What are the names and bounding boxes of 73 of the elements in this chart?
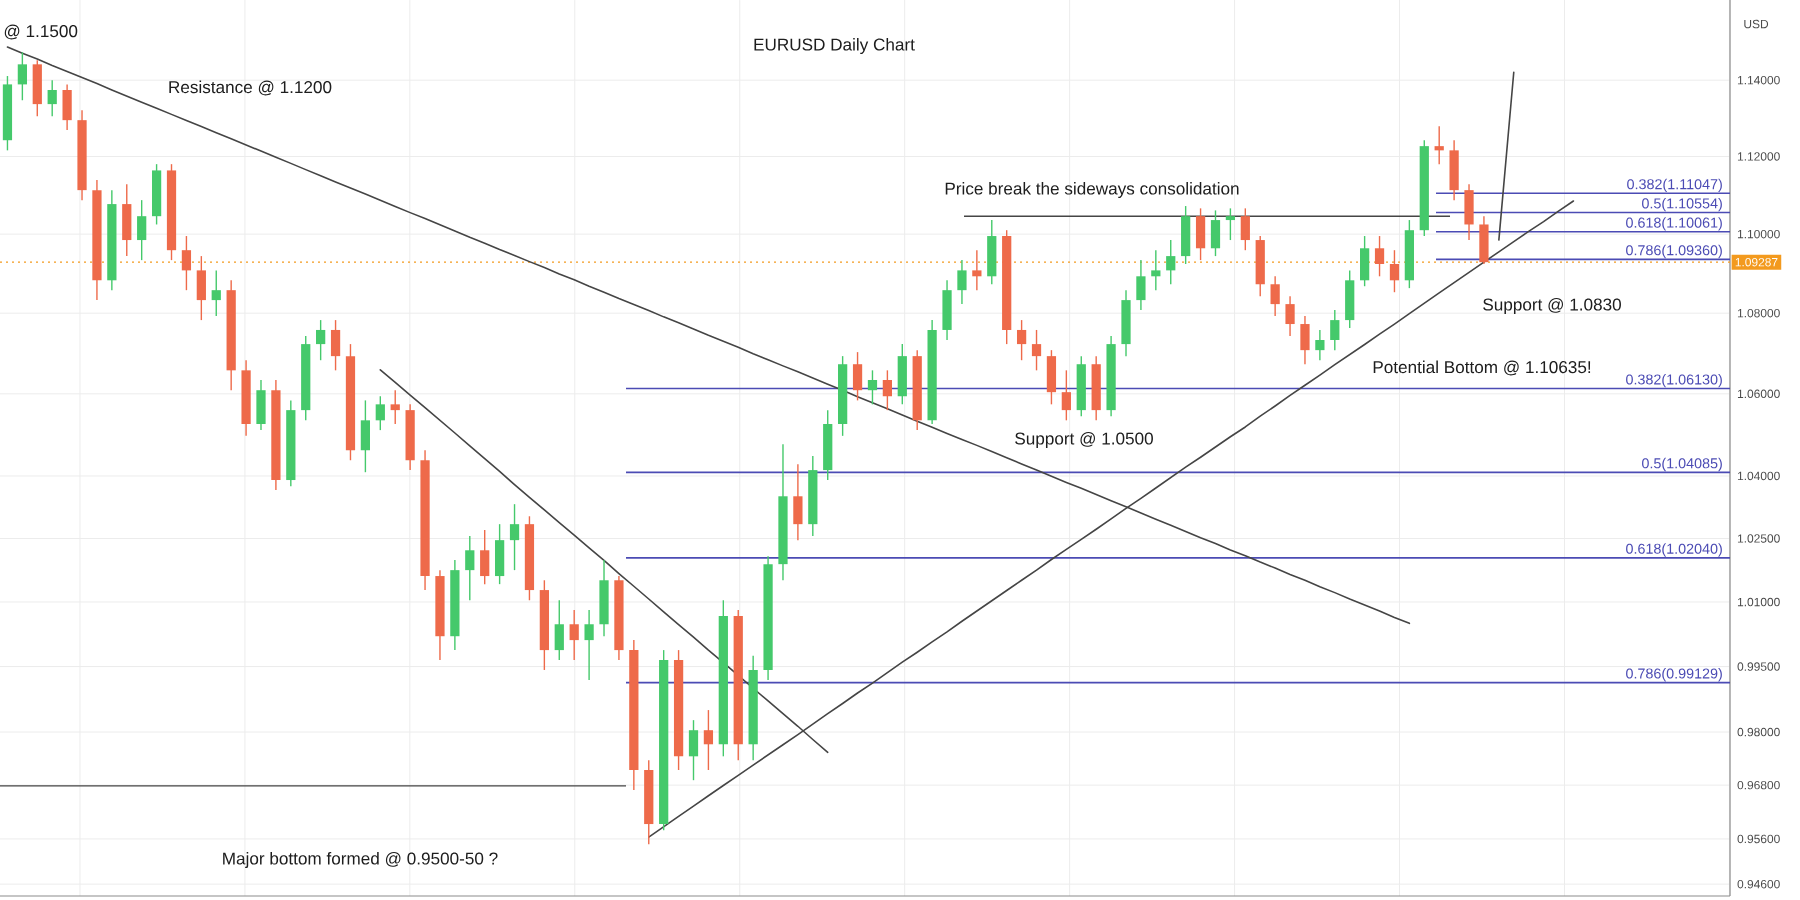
candlestick — [1374, 235, 1385, 277]
candlestick — [1389, 249, 1400, 293]
candlestick — [1255, 235, 1265, 297]
candlestick — [852, 351, 863, 402]
candlestick — [1031, 329, 1042, 372]
candlestick — [256, 379, 266, 431]
annotation: Support @ 1.0830 — [1483, 298, 1621, 315]
candlestick — [151, 163, 162, 226]
candlestick — [1016, 319, 1027, 361]
candlestick — [122, 183, 132, 257]
candlestick — [1151, 249, 1161, 291]
candlestick — [1330, 309, 1340, 351]
candlestick — [1225, 207, 1236, 241]
text: EURUSD Daily Chart — [754, 38, 915, 55]
candlestick — [1315, 329, 1325, 361]
candlestick — [688, 719, 699, 781]
candlestick — [1195, 207, 1206, 261]
annotation: Potential Bottom @ 1.10635! — [1373, 360, 1591, 376]
candlestick — [480, 529, 490, 585]
candlestick — [1300, 315, 1310, 365]
candlestick — [1046, 349, 1057, 406]
candlestick — [584, 609, 594, 681]
candlestick — [181, 235, 192, 291]
candlestick — [1061, 369, 1071, 422]
candlestick — [1166, 239, 1176, 285]
candlestick — [360, 399, 371, 473]
annotation: Price break the sideways consolidation — [945, 182, 1239, 198]
candlestick — [1479, 215, 1489, 265]
candlestick — [1285, 295, 1295, 337]
candlestick — [1449, 139, 1459, 201]
candlestick — [137, 199, 147, 261]
candlestick — [1464, 183, 1474, 241]
candlestick — [1270, 275, 1280, 317]
candlestick — [465, 535, 475, 601]
annotation: Support @ 1.0500 — [1015, 432, 1153, 448]
candlestick — [316, 319, 326, 361]
candlestick — [390, 389, 400, 425]
candlestick — [211, 269, 221, 317]
annotation: Major bottom formed @ 0.9500-50 ? — [223, 852, 498, 868]
candlestick — [599, 559, 609, 637]
candlestick — [897, 343, 907, 406]
candlestick — [554, 599, 564, 661]
candlestick — [47, 79, 57, 117]
candlestick — [867, 369, 878, 406]
candlestick — [1181, 205, 1191, 265]
candlestick — [1076, 355, 1086, 417]
candlestick — [1345, 269, 1355, 329]
annotation: @ 1.1500 — [4, 24, 78, 40]
candlestick — [882, 369, 893, 411]
annotation: Resistance @ 1.1200 — [169, 80, 332, 96]
candlestick — [1434, 125, 1444, 165]
candlestick — [17, 51, 27, 101]
candlestick — [32, 59, 42, 117]
candlestick — [494, 523, 505, 585]
candlestick — [509, 503, 520, 571]
candlestick — [1240, 207, 1250, 251]
candlestick — [1136, 259, 1146, 311]
candlestick — [569, 609, 579, 661]
candlestick — [1210, 209, 1221, 257]
candlestick — [793, 463, 803, 541]
candlestick — [942, 279, 952, 341]
candlestick — [1360, 235, 1370, 287]
candlestick — [62, 83, 72, 131]
candlestick — [823, 409, 833, 481]
candlestick — [196, 255, 206, 321]
candlestick — [703, 709, 714, 771]
candlestick — [375, 395, 385, 431]
candlestick — [1091, 355, 1101, 422]
candlestick — [957, 259, 967, 305]
candlestick — [987, 219, 997, 285]
candlestick — [1121, 289, 1131, 357]
candlestick — [972, 249, 982, 291]
candlestick — [330, 319, 341, 372]
